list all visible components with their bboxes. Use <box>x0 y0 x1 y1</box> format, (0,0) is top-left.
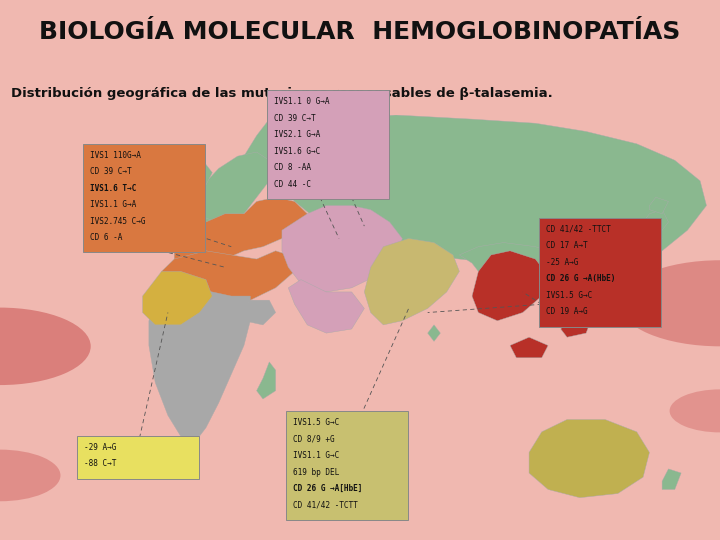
Polygon shape <box>282 206 402 292</box>
Polygon shape <box>174 197 307 267</box>
Ellipse shape <box>0 450 60 501</box>
Text: CD 17 A→T: CD 17 A→T <box>546 241 588 251</box>
Polygon shape <box>244 300 276 325</box>
Polygon shape <box>193 152 276 230</box>
Text: -25 A→G: -25 A→G <box>546 258 579 267</box>
Text: CD 6 -A: CD 6 -A <box>90 233 122 242</box>
Text: CD 41/42 -TTCT: CD 41/42 -TTCT <box>546 225 611 234</box>
Polygon shape <box>649 197 668 214</box>
Text: -29 A→G: -29 A→G <box>84 443 116 452</box>
FancyBboxPatch shape <box>76 436 199 479</box>
Polygon shape <box>529 420 649 498</box>
Polygon shape <box>510 337 548 358</box>
Polygon shape <box>561 308 593 337</box>
FancyBboxPatch shape <box>539 218 662 327</box>
Polygon shape <box>269 115 706 275</box>
Polygon shape <box>459 226 662 284</box>
Polygon shape <box>244 115 307 164</box>
Text: Distribución geográfica de las mutaciones responsables de β-talasemia.: Distribución geográfica de las mutacione… <box>11 87 552 100</box>
Text: CD 8/9 +G: CD 8/9 +G <box>293 435 334 444</box>
Text: CD 41/42 -TCTT: CD 41/42 -TCTT <box>293 501 357 510</box>
Polygon shape <box>149 288 251 444</box>
Text: IVS1.1 0 G→A: IVS1.1 0 G→A <box>274 97 329 106</box>
Text: CD 44 -C: CD 44 -C <box>274 180 311 188</box>
Polygon shape <box>193 164 212 185</box>
Text: IVS2.1 G→A: IVS2.1 G→A <box>274 130 320 139</box>
Ellipse shape <box>619 260 720 346</box>
Text: IVS1.5 G→C: IVS1.5 G→C <box>293 418 339 427</box>
Text: CD 39 C→T: CD 39 C→T <box>274 114 315 123</box>
FancyBboxPatch shape <box>286 411 408 520</box>
Polygon shape <box>256 362 276 399</box>
Polygon shape <box>364 239 459 325</box>
Ellipse shape <box>670 389 720 433</box>
FancyBboxPatch shape <box>266 90 389 199</box>
Text: BIOLOGÍA MOLECULAR  HEMOGLOBINOPATÍAS: BIOLOGÍA MOLECULAR HEMOGLOBINOPATÍAS <box>40 20 680 44</box>
Polygon shape <box>193 218 231 247</box>
Polygon shape <box>662 469 681 489</box>
Text: IVS1.6 T→C: IVS1.6 T→C <box>90 184 136 193</box>
Polygon shape <box>636 210 668 239</box>
Text: IVS1.1 G→C: IVS1.1 G→C <box>293 451 339 460</box>
Text: CD 26 G →A[HbE]: CD 26 G →A[HbE] <box>293 484 362 493</box>
Text: 619 bp DEL: 619 bp DEL <box>293 468 339 477</box>
Text: CD 26 G →A(HbE): CD 26 G →A(HbE) <box>546 274 616 284</box>
Text: CD 8 -AA: CD 8 -AA <box>274 163 311 172</box>
Polygon shape <box>143 272 212 325</box>
Polygon shape <box>288 280 364 333</box>
FancyBboxPatch shape <box>83 144 205 253</box>
Text: CD 19 A→G: CD 19 A→G <box>546 307 588 316</box>
Text: IVS1.5 G→C: IVS1.5 G→C <box>546 291 593 300</box>
Text: IVS2.745 C→G: IVS2.745 C→G <box>90 217 145 226</box>
Text: IVS1.6 G→C: IVS1.6 G→C <box>274 147 320 156</box>
Text: -88 C→T: -88 C→T <box>84 460 116 468</box>
Text: IVS1 110G→A: IVS1 110G→A <box>90 151 141 160</box>
Polygon shape <box>156 251 294 308</box>
Text: CD 39 C→T: CD 39 C→T <box>90 167 132 176</box>
Polygon shape <box>472 251 548 321</box>
Polygon shape <box>428 325 441 341</box>
Ellipse shape <box>0 308 91 385</box>
Text: IVS1.1 G→A: IVS1.1 G→A <box>90 200 136 209</box>
